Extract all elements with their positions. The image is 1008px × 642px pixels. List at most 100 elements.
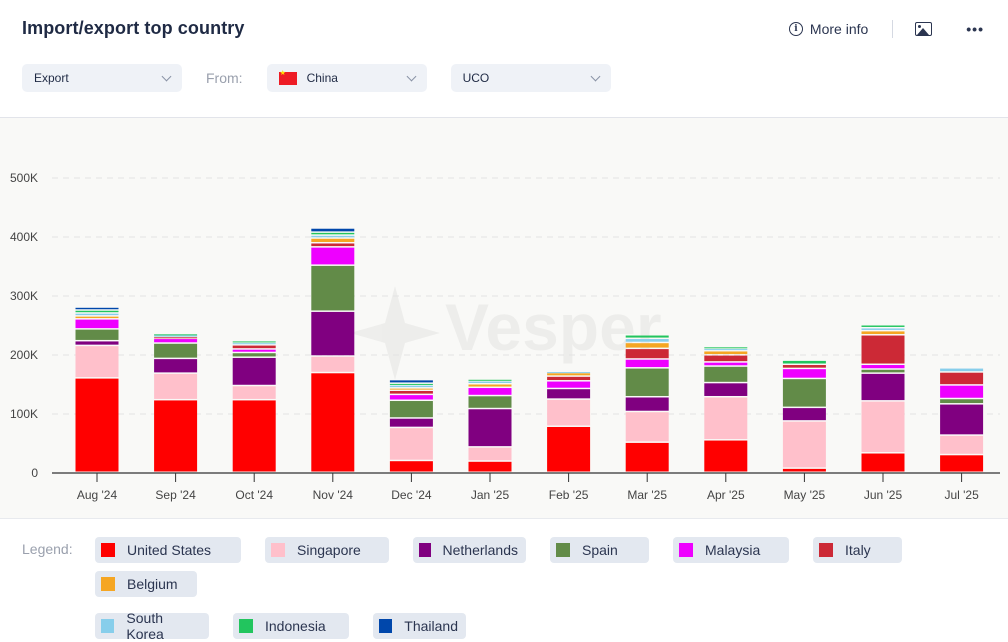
bar-segment-netherlands[interactable] [861,373,905,401]
bar-segment-singapore[interactable] [782,421,826,468]
bar-segment-malaysia[interactable] [311,247,355,265]
bar-segment-netherlands[interactable] [704,383,748,396]
bar-segment-singapore[interactable] [625,412,669,442]
bar-segment-malaysia[interactable] [547,381,591,388]
bar-segment-spain[interactable] [311,265,355,311]
bar-segment-south-korea[interactable] [861,328,905,330]
bar-segment-indonesia[interactable] [468,379,512,381]
bar-segment-south-korea[interactable] [704,349,748,351]
bar-segment-indonesia[interactable] [704,347,748,349]
bar-segment-indonesia[interactable] [311,232,355,235]
bar-segment-spain[interactable] [704,366,748,382]
bar-segment-netherlands[interactable] [782,408,826,421]
bar-segment-belgium[interactable] [704,351,748,355]
bar-segment-singapore[interactable] [311,356,355,372]
bar-segment-belgium[interactable] [389,388,433,390]
bar-segment-spain[interactable] [940,399,984,404]
bar-segment-singapore[interactable] [75,346,119,378]
bar-segment-south-korea[interactable] [547,372,591,374]
bar-segment-italy[interactable] [861,335,905,364]
legend-item-south-korea[interactable]: South Korea [95,610,209,642]
bar-segment-united-states[interactable] [782,468,826,472]
bar-stack[interactable] [940,368,984,472]
image-download-icon[interactable] [915,22,933,36]
legend-item-thailand[interactable]: Thailand [373,613,466,639]
legend-item-united-states[interactable]: United States [95,537,241,563]
bar-segment-malaysia[interactable] [232,349,276,352]
bar-segment-malaysia[interactable] [389,395,433,400]
bar-segment-thailand[interactable] [311,228,355,232]
legend-item-italy[interactable]: Italy [813,537,902,563]
bar-segment-singapore[interactable] [154,373,198,399]
bar-segment-united-states[interactable] [75,378,119,472]
bar-segment-italy[interactable] [547,376,591,381]
bar-stack[interactable] [311,228,355,472]
bar-segment-indonesia[interactable] [625,335,669,338]
country-select[interactable]: China [266,64,427,92]
bar-segment-malaysia[interactable] [704,362,748,366]
legend-item-belgium[interactable]: Belgium [95,571,197,597]
bar-segment-indonesia[interactable] [154,334,198,336]
bar-segment-indonesia[interactable] [232,341,276,343]
bar-segment-netherlands[interactable] [154,359,198,373]
bar-segment-south-korea[interactable] [311,235,355,238]
bar-segment-belgium[interactable] [547,373,591,376]
bar-segment-netherlands[interactable] [311,311,355,356]
bar-segment-indonesia[interactable] [75,310,119,313]
bar-segment-spain[interactable] [389,401,433,418]
bar-segment-italy[interactable] [232,345,276,349]
bar-segment-united-states[interactable] [940,455,984,472]
legend-item-singapore[interactable]: Singapore [265,537,389,563]
bar-segment-malaysia[interactable] [782,369,826,378]
bar-segment-netherlands[interactable] [625,397,669,411]
bar-stack[interactable] [75,307,119,472]
bar-segment-italy[interactable] [782,365,826,368]
bar-segment-united-states[interactable] [311,373,355,472]
bar-segment-south-korea[interactable] [468,381,512,383]
bar-segment-belgium[interactable] [625,343,669,348]
bar-segment-belgium[interactable] [468,384,512,387]
bar-segment-spain[interactable] [468,396,512,408]
bar-segment-netherlands[interactable] [468,409,512,447]
legend-item-spain[interactable]: Spain [550,537,649,563]
bar-segment-singapore[interactable] [468,447,512,461]
bar-segment-italy[interactable] [704,355,748,362]
bar-segment-italy[interactable] [940,372,984,385]
bar-segment-italy[interactable] [625,349,669,359]
bar-segment-belgium[interactable] [75,316,119,319]
bar-segment-united-states[interactable] [625,442,669,472]
bar-segment-indonesia[interactable] [861,325,905,327]
legend-item-netherlands[interactable]: Netherlands [413,537,526,563]
bar-segment-united-states[interactable] [704,440,748,472]
trade-type-select[interactable]: Export [22,64,182,92]
bar-segment-south-korea[interactable] [232,343,276,345]
bar-segment-south-korea[interactable] [154,335,198,337]
bar-segment-thailand[interactable] [389,380,433,383]
bar-segment-italy[interactable] [389,390,433,394]
bar-segment-spain[interactable] [154,343,198,358]
bar-segment-italy[interactable] [154,337,198,339]
more-info-button[interactable]: i More info [788,21,868,37]
legend-item-indonesia[interactable]: Indonesia [233,613,349,639]
bar-segment-spain[interactable] [861,369,905,373]
bar-segment-netherlands[interactable] [75,341,119,345]
bar-segment-netherlands[interactable] [547,389,591,399]
bar-segment-spain[interactable] [782,379,826,407]
bar-segment-malaysia[interactable] [940,385,984,398]
bar-stack[interactable] [547,372,591,472]
bar-segment-spain[interactable] [75,329,119,340]
bar-segment-united-states[interactable] [232,400,276,472]
bar-segment-united-states[interactable] [389,461,433,472]
bar-segment-singapore[interactable] [861,401,905,453]
bar-segment-netherlands[interactable] [389,418,433,427]
bar-segment-malaysia[interactable] [75,319,119,329]
bar-segment-indonesia[interactable] [389,383,433,385]
bar-segment-malaysia[interactable] [861,365,905,369]
bar-segment-indonesia[interactable] [782,360,826,364]
bar-segment-belgium[interactable] [311,238,355,242]
bar-segment-singapore[interactable] [232,386,276,399]
product-select[interactable]: UCO [450,64,611,92]
bar-segment-united-states[interactable] [547,426,591,472]
bar-stack[interactable] [232,341,276,472]
bar-segment-south-korea[interactable] [389,385,433,388]
